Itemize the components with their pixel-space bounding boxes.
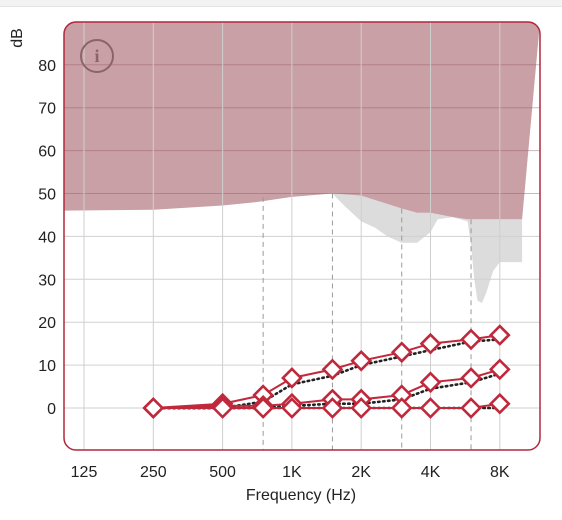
data-point[interactable] [460,397,482,419]
data-point[interactable] [488,392,511,415]
x-tick-label: 500 [209,464,236,481]
plot-area: i [64,22,540,450]
y-axis-title: dB [9,28,26,48]
info-icon[interactable]: i [80,39,114,73]
data-point[interactable] [419,397,442,419]
data-point[interactable] [419,371,442,394]
data-point[interactable] [321,397,344,419]
data-point[interactable] [321,358,344,381]
data-point[interactable] [350,349,373,372]
data-point[interactable] [252,397,274,419]
y-tick-label: 80 [38,58,56,75]
data-point[interactable] [390,341,413,364]
y-tick-label: 60 [38,144,56,161]
series-line-3 [153,402,500,409]
y-tick-label: 30 [38,272,56,289]
plot-frame [63,21,541,451]
y-tick-label: 0 [47,401,56,418]
y-tick-label: 20 [38,315,56,332]
gray-region [332,193,523,303]
data-point[interactable] [460,328,482,351]
series-line-2 [153,368,501,409]
svg-text:i: i [94,46,99,66]
data-point[interactable] [211,397,234,419]
x-tick-label: 4K [421,464,441,481]
upper-region [64,22,540,220]
data-point[interactable] [488,358,511,381]
data-point[interactable] [350,397,373,419]
x-tick-label: 250 [140,464,167,481]
data-point[interactable] [142,397,165,419]
y-tick-label: 50 [38,187,56,204]
x-tick-label: 1K [282,464,302,481]
x-tick-label: 2K [351,464,371,481]
y-tick-label: 40 [38,229,56,246]
data-point[interactable] [488,324,511,346]
data-point[interactable] [419,332,442,355]
x-axis-title: Frequency (Hz) [246,487,356,504]
target-line-1 [152,338,502,410]
x-tick-label: 8K [490,464,510,481]
series-line-1 [153,334,500,409]
window-top-strip [0,0,562,7]
data-point[interactable] [460,367,482,389]
y-tick-label: 70 [38,101,56,118]
data-point[interactable] [281,397,303,419]
data-point[interactable] [390,397,413,419]
y-tick-label: 10 [38,358,56,375]
data-point[interactable] [281,367,303,389]
x-tick-label: 125 [71,464,98,481]
